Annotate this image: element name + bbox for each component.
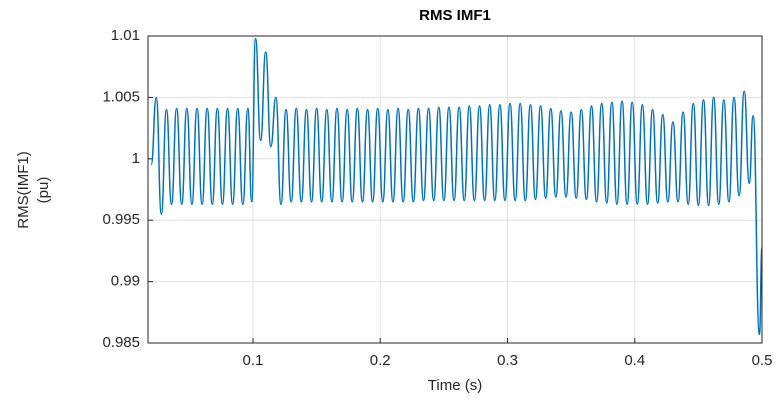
x-tick-label: 0.5 bbox=[752, 352, 773, 369]
y-tick-label: 0.985 bbox=[102, 334, 140, 351]
y-tick-label: 0.99 bbox=[111, 273, 140, 290]
x-tick-label: 0.4 bbox=[624, 352, 645, 369]
y-tick-label: 1 bbox=[132, 150, 140, 167]
y-tick-label: 0.995 bbox=[102, 211, 140, 228]
plot-frame bbox=[147, 35, 763, 344]
y-axis-label: (pu) bbox=[35, 177, 52, 204]
x-tick-label: 0.1 bbox=[243, 352, 264, 369]
x-tick-label: 0.3 bbox=[497, 352, 518, 369]
y-axis-label: RMS(IMF1) bbox=[15, 151, 32, 229]
y-tick-label: 1.005 bbox=[102, 88, 140, 105]
x-axis-label: Time (s) bbox=[428, 377, 482, 394]
chart-title: RMS IMF1 bbox=[419, 7, 491, 24]
line-series bbox=[150, 37, 763, 336]
x-tick-label: 0.2 bbox=[370, 352, 391, 369]
y-tick-label: 1.01 bbox=[111, 27, 140, 44]
